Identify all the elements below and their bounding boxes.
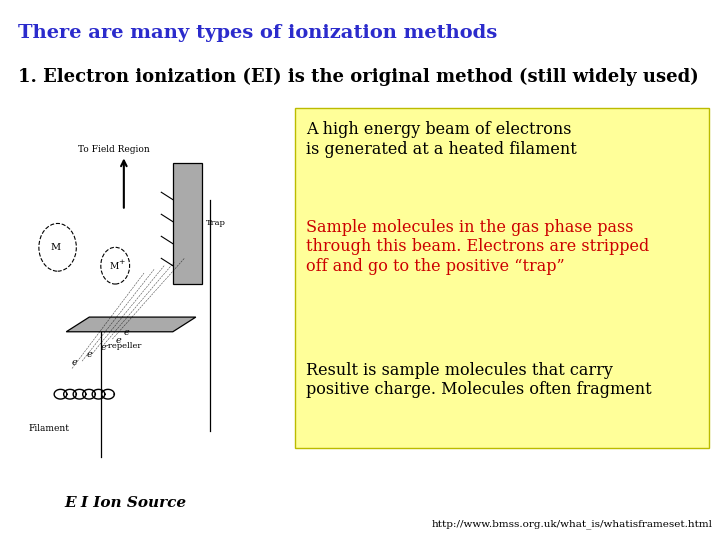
Text: 1. Electron ionization (EI) is the original method (still widely used): 1. Electron ionization (EI) is the origi… (18, 68, 698, 86)
Text: e: e (86, 350, 92, 360)
Text: Sample molecules in the gas phase pass
through this beam. Electrons are stripped: Sample molecules in the gas phase pass t… (306, 219, 649, 275)
Text: http://www.bmss.org.uk/what_is/whatisframeset.html: http://www.bmss.org.uk/what_is/whatisfra… (432, 519, 713, 529)
Text: To Field Region: To Field Region (78, 145, 150, 154)
Text: -repeller: -repeller (106, 342, 142, 350)
Text: +: + (119, 258, 125, 266)
Text: e: e (115, 336, 121, 345)
Text: e: e (72, 358, 78, 367)
Text: M: M (109, 261, 119, 271)
Text: Filament: Filament (29, 424, 70, 433)
Polygon shape (173, 163, 202, 284)
Text: There are many types of ionization methods: There are many types of ionization metho… (18, 24, 498, 42)
Text: e: e (101, 343, 107, 352)
Text: M: M (50, 243, 60, 252)
Text: E I Ion Source: E I Ion Source (65, 496, 187, 510)
Text: A high energy beam of electrons
is generated at a heated filament: A high energy beam of electrons is gener… (306, 122, 577, 158)
Text: e: e (124, 328, 130, 338)
Text: Result is sample molecules that carry
positive charge. Molecules often fragment: Result is sample molecules that carry po… (306, 362, 652, 399)
Polygon shape (66, 317, 196, 332)
FancyBboxPatch shape (295, 108, 709, 448)
Text: Trap: Trap (206, 219, 226, 227)
